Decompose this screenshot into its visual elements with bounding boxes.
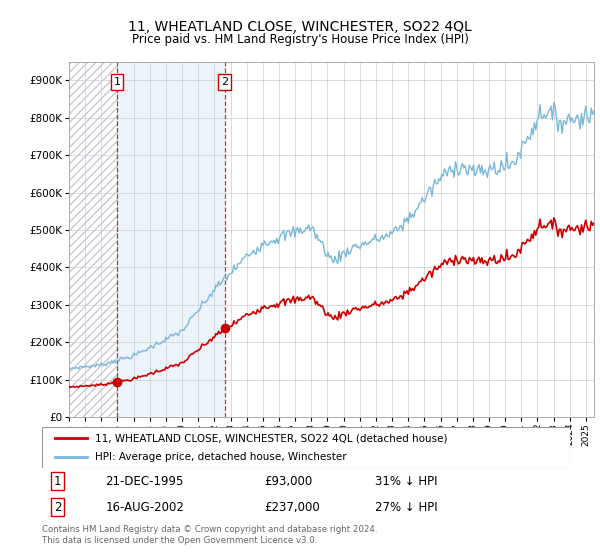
Text: £237,000: £237,000	[264, 501, 320, 514]
Text: 1: 1	[113, 77, 121, 87]
Text: Price paid vs. HM Land Registry's House Price Index (HPI): Price paid vs. HM Land Registry's House …	[131, 32, 469, 46]
FancyBboxPatch shape	[42, 427, 570, 468]
Text: Contains HM Land Registry data © Crown copyright and database right 2024.
This d: Contains HM Land Registry data © Crown c…	[42, 525, 377, 545]
Text: 2: 2	[54, 501, 62, 514]
Text: 11, WHEATLAND CLOSE, WINCHESTER, SO22 4QL (detached house): 11, WHEATLAND CLOSE, WINCHESTER, SO22 4Q…	[95, 433, 448, 443]
Bar	[117, 62, 224, 417]
Bar	[69, 62, 117, 417]
Text: 21-DEC-1995: 21-DEC-1995	[106, 474, 184, 488]
Text: 11, WHEATLAND CLOSE, WINCHESTER, SO22 4QL: 11, WHEATLAND CLOSE, WINCHESTER, SO22 4Q…	[128, 20, 472, 34]
Text: 31% ↓ HPI: 31% ↓ HPI	[374, 474, 437, 488]
Text: 27% ↓ HPI: 27% ↓ HPI	[374, 501, 437, 514]
Text: 2: 2	[221, 77, 228, 87]
Text: £93,000: £93,000	[264, 474, 312, 488]
Text: 1: 1	[54, 474, 62, 488]
Text: 16-AUG-2002: 16-AUG-2002	[106, 501, 184, 514]
Text: HPI: Average price, detached house, Winchester: HPI: Average price, detached house, Winc…	[95, 452, 346, 461]
